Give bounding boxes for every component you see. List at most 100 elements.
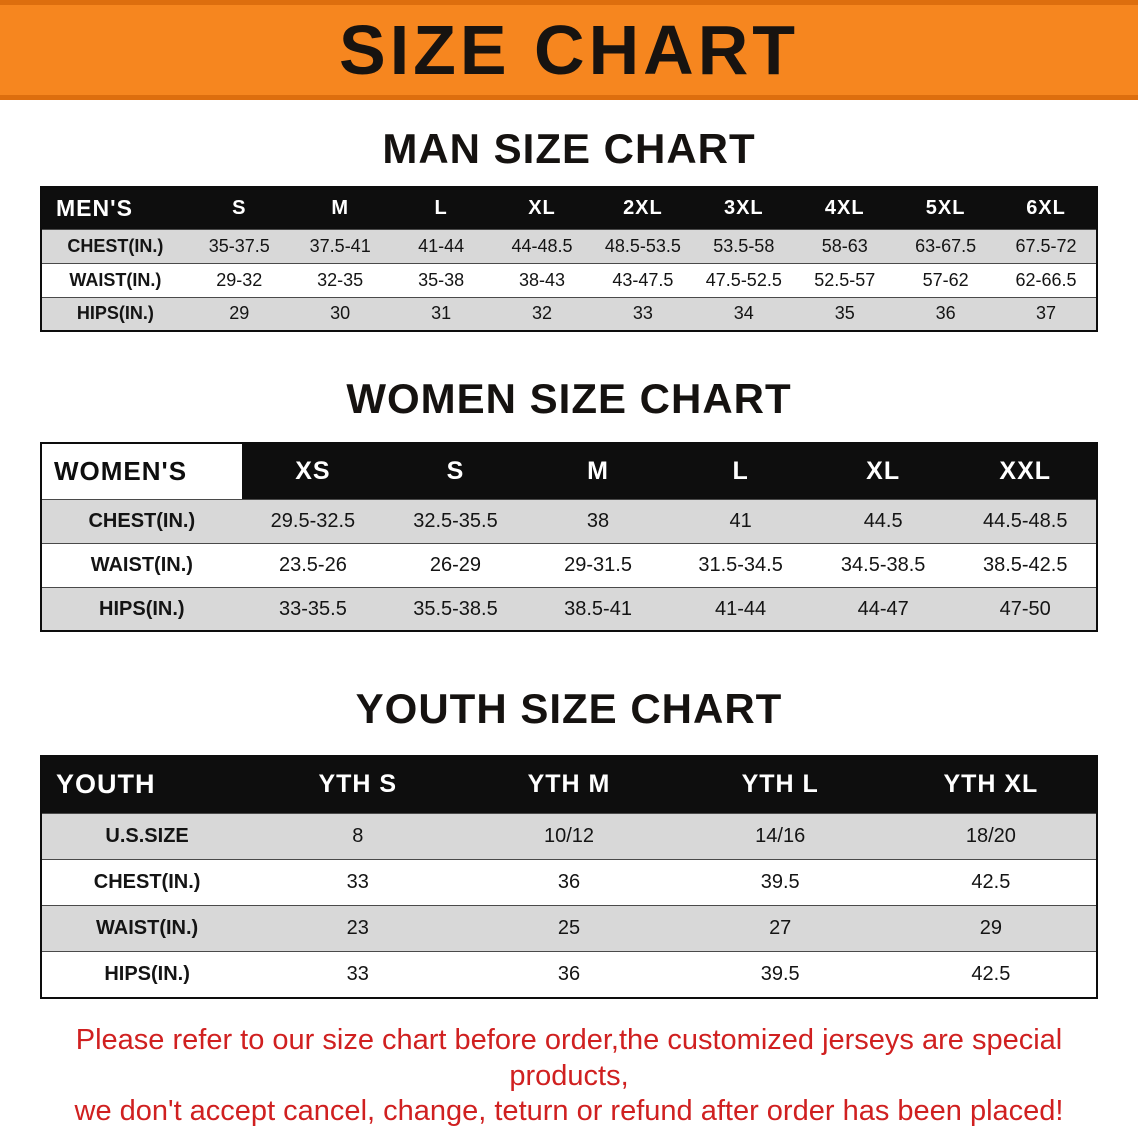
size-column-header: 2XL — [592, 187, 694, 230]
size-column-header: L — [390, 187, 492, 230]
size-value: 41-44 — [669, 586, 812, 632]
size-value: 48.5-53.5 — [592, 228, 694, 264]
measurement-label: HIPS(IN.) — [41, 586, 242, 632]
size-value: 35-37.5 — [188, 228, 290, 264]
measurement-label: CHEST(IN.) — [41, 859, 253, 906]
size-column-header: L — [669, 443, 812, 500]
mens-size-table: MEN'S S M L XL 2XL 3XL 4XL 5XL 6XL CHEST(IN.) 35-37… — [40, 186, 1098, 333]
youth-table-wrap: YOUTH YTH S YTH M YTH L YTH XL U.S.SIZE 8 10/12… — [40, 754, 1098, 999]
size-column-header: XL — [811, 443, 955, 500]
womens-chart-heading: WOMEN SIZE CHART — [346, 375, 792, 423]
size-column-header: YTH M — [463, 755, 675, 814]
measurement-label: WAIST(IN.) — [41, 542, 242, 588]
table-row: WAIST(IN.) 29-32 32-35 35-38 38-43 43-47.5 47.… — [41, 262, 1097, 298]
table-title-cell: WOMEN'S — [41, 443, 242, 500]
measurement-label: CHEST(IN.) — [41, 498, 242, 544]
size-value: 36 — [463, 951, 675, 998]
table-row: WAIST(IN.) 23 25 27 29 — [41, 905, 1097, 952]
size-value: 37.5-41 — [289, 228, 391, 264]
size-column-header: YTH S — [252, 755, 464, 814]
size-value: 42.5 — [885, 951, 1097, 998]
measurement-label: HIPS(IN.) — [41, 951, 253, 998]
size-value: 8 — [252, 813, 464, 860]
size-value: 35-38 — [390, 262, 492, 298]
size-value: 29.5-32.5 — [241, 498, 385, 544]
size-value: 41 — [669, 498, 812, 544]
measurement-label: CHEST(IN.) — [41, 228, 189, 264]
size-value: 43-47.5 — [592, 262, 694, 298]
size-value: 38-43 — [491, 262, 593, 298]
size-value: 47-50 — [954, 586, 1097, 632]
size-chart-banner: SIZE CHART — [0, 0, 1138, 100]
size-column-header: XL — [491, 187, 593, 230]
footer-note-line1: Please refer to our size chart before or… — [75, 1023, 1063, 1092]
size-value: 63-67.5 — [895, 228, 997, 264]
size-value: 34 — [693, 296, 795, 332]
womens-size-table: WOMEN'S XS S M L XL XXL CHEST(IN.) 29.5-32.5 32.5… — [40, 442, 1098, 633]
size-column-header: YTH L — [674, 755, 886, 814]
size-value: 39.5 — [674, 859, 886, 906]
size-value: 26-29 — [384, 542, 527, 588]
size-value: 42.5 — [885, 859, 1097, 906]
measurement-label: HIPS(IN.) — [41, 296, 189, 332]
size-value: 33 — [252, 859, 464, 906]
table-header-row: MEN'S S M L XL 2XL 3XL 4XL 5XL 6XL — [41, 187, 1097, 230]
size-value: 57-62 — [895, 262, 997, 298]
size-column-header: XXL — [954, 443, 1097, 500]
size-value: 14/16 — [674, 813, 886, 860]
size-value: 31 — [390, 296, 492, 332]
mens-table-wrap: MEN'S S M L XL 2XL 3XL 4XL 5XL 6XL CHEST(IN.) 35-37… — [40, 186, 1098, 333]
size-value: 35.5-38.5 — [384, 586, 527, 632]
table-title-cell: YOUTH — [41, 755, 253, 814]
size-value: 29 — [188, 296, 290, 332]
footer-note: Please refer to our size chart before or… — [24, 1023, 1114, 1131]
size-value: 62-66.5 — [996, 262, 1097, 298]
size-value: 33 — [252, 951, 464, 998]
table-header-row: WOMEN'S XS S M L XL XXL — [41, 443, 1097, 500]
size-value: 38.5-42.5 — [954, 542, 1097, 588]
table-row: CHEST(IN.) 33 36 39.5 42.5 — [41, 859, 1097, 906]
size-value: 47.5-52.5 — [693, 262, 795, 298]
size-value: 38 — [526, 498, 670, 544]
size-value: 34.5-38.5 — [811, 542, 955, 588]
table-row: U.S.SIZE 8 10/12 14/16 18/20 — [41, 813, 1097, 860]
size-column-header: 5XL — [895, 187, 997, 230]
size-column-header: S — [384, 443, 527, 500]
table-row: CHEST(IN.) 29.5-32.5 32.5-35.5 38 41 44.5 44.5… — [41, 498, 1097, 544]
size-value: 44.5 — [811, 498, 955, 544]
size-value: 41-44 — [390, 228, 492, 264]
measurement-label: WAIST(IN.) — [41, 905, 253, 952]
size-value: 44.5-48.5 — [954, 498, 1097, 544]
size-value: 32-35 — [289, 262, 391, 298]
size-value: 10/12 — [463, 813, 675, 860]
size-value: 23 — [252, 905, 464, 952]
size-value: 18/20 — [885, 813, 1097, 860]
table-row: HIPS(IN.) 33-35.5 35.5-38.5 38.5-41 41-44 44-… — [41, 586, 1097, 632]
womens-table-wrap: WOMEN'S XS S M L XL XXL CHEST(IN.) 29.5-32.5 32.5… — [40, 442, 1098, 633]
table-row: WAIST(IN.) 23.5-26 26-29 29-31.5 31.5-34.5 34… — [41, 542, 1097, 588]
size-value: 58-63 — [794, 228, 896, 264]
size-value: 53.5-58 — [693, 228, 795, 264]
size-value: 29-31.5 — [526, 542, 670, 588]
size-column-header: 3XL — [693, 187, 795, 230]
size-value: 35 — [794, 296, 896, 332]
mens-section: MAN SIZE CHART MEN'S S M L XL 2XL 3XL 4XL 5XL 6XL… — [0, 125, 1138, 333]
table-title-cell: MEN'S — [41, 187, 189, 230]
womens-section: WOMEN SIZE CHART WOMEN'S XS S M L XL XXL CHEST(… — [0, 375, 1138, 633]
size-value: 30 — [289, 296, 391, 332]
size-value: 39.5 — [674, 951, 886, 998]
page-title: SIZE CHART — [339, 11, 799, 89]
youth-section: YOUTH SIZE CHART YOUTH YTH S YTH M YTH L YTH… — [0, 686, 1138, 999]
size-value: 25 — [463, 905, 675, 952]
size-value: 44-48.5 — [491, 228, 593, 264]
measurement-label: U.S.SIZE — [41, 813, 253, 860]
size-column-header: M — [526, 443, 670, 500]
table-row: HIPS(IN.) 33 36 39.5 42.5 — [41, 951, 1097, 998]
size-column-header: S — [188, 187, 290, 230]
size-value: 32.5-35.5 — [384, 498, 527, 544]
size-value: 37 — [996, 296, 1097, 332]
size-column-header: XS — [241, 443, 385, 500]
mens-chart-heading: MAN SIZE CHART — [382, 125, 756, 172]
size-column-header: 6XL — [996, 187, 1097, 230]
